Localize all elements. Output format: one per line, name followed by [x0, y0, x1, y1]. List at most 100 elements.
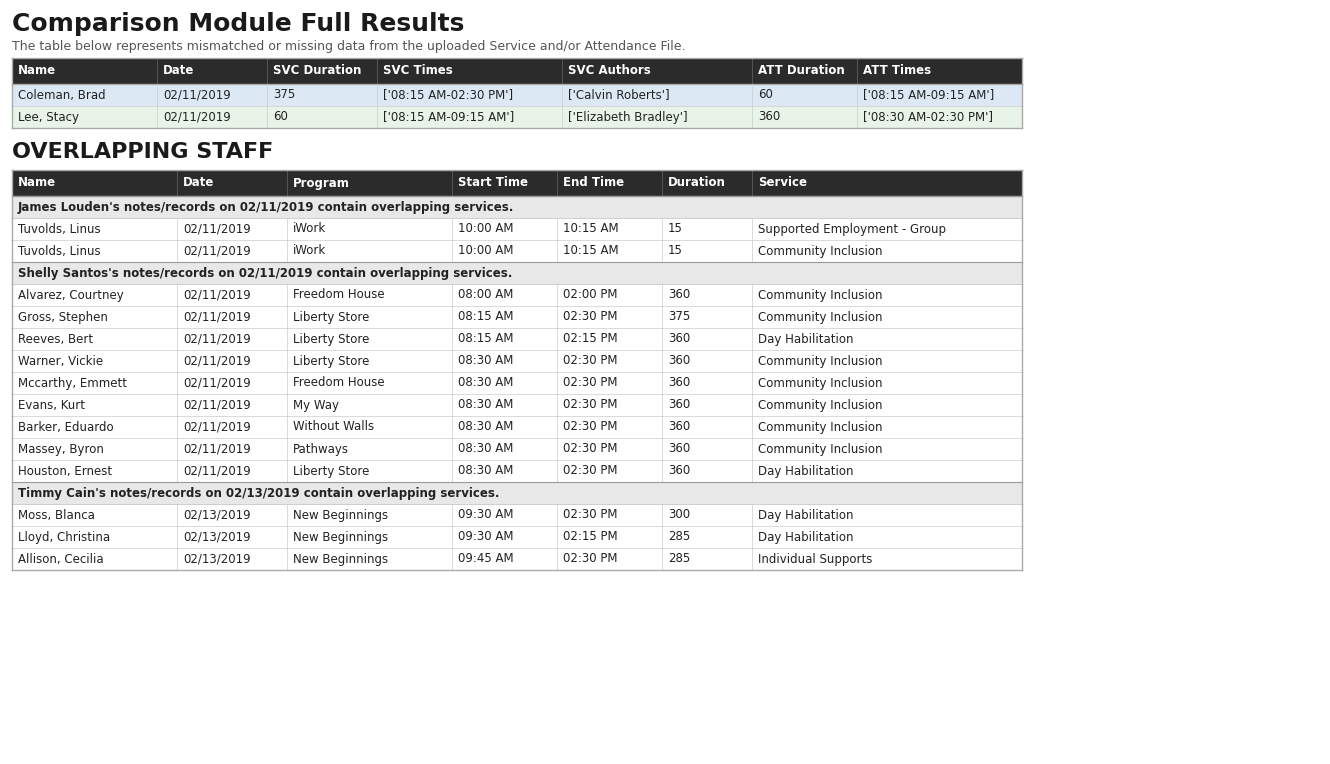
Bar: [12, 84, 1021, 106]
Text: Warner, Vickie: Warner, Vickie: [19, 354, 104, 367]
Text: Moss, Blanca: Moss, Blanca: [19, 509, 94, 522]
Text: New Beginnings: New Beginnings: [293, 509, 388, 522]
Bar: [12, 262, 1021, 284]
Text: ['Calvin Roberts']: ['Calvin Roberts']: [568, 89, 669, 102]
Text: 360: 360: [668, 442, 690, 455]
Text: 02/11/2019: 02/11/2019: [184, 222, 251, 235]
Text: 02/13/2019: 02/13/2019: [184, 552, 250, 565]
Text: Coleman, Brad: Coleman, Brad: [19, 89, 105, 102]
Bar: [12, 328, 1021, 350]
Text: SVC Times: SVC Times: [383, 64, 452, 77]
Text: 02:30 PM: 02:30 PM: [563, 399, 617, 412]
Text: ['08:30 AM-02:30 PM']: ['08:30 AM-02:30 PM']: [863, 111, 994, 124]
Text: Houston, Ernest: Houston, Ernest: [19, 465, 112, 478]
Text: Name: Name: [19, 176, 56, 189]
Bar: [12, 306, 1021, 328]
Text: 02:15 PM: 02:15 PM: [563, 530, 617, 543]
Text: Day Habilitation: Day Habilitation: [758, 509, 854, 522]
Text: 02/11/2019: 02/11/2019: [184, 377, 251, 390]
Text: Individual Supports: Individual Supports: [758, 552, 872, 565]
Text: 15: 15: [668, 244, 682, 257]
Text: 02/11/2019: 02/11/2019: [184, 289, 251, 302]
Bar: [12, 416, 1021, 438]
Text: Pathways: Pathways: [293, 442, 348, 455]
Text: Massey, Byron: Massey, Byron: [19, 442, 104, 455]
Text: New Beginnings: New Beginnings: [293, 552, 388, 565]
Text: 02:30 PM: 02:30 PM: [563, 442, 617, 455]
Text: Supported Employment - Group: Supported Employment - Group: [758, 222, 946, 235]
Text: Tuvolds, Linus: Tuvolds, Linus: [19, 222, 101, 235]
Text: 285: 285: [668, 552, 690, 565]
Bar: [12, 106, 1021, 128]
Text: 02:30 PM: 02:30 PM: [563, 354, 617, 367]
Text: Evans, Kurt: Evans, Kurt: [19, 399, 85, 412]
Text: 08:15 AM: 08:15 AM: [458, 332, 513, 345]
Text: 02:30 PM: 02:30 PM: [563, 420, 617, 433]
Text: 02:15 PM: 02:15 PM: [563, 332, 617, 345]
Text: OVERLAPPING STAFF: OVERLAPPING STAFF: [12, 142, 273, 162]
Text: Shelly Santos's notes/records on 02/11/2019 contain overlapping services.: Shelly Santos's notes/records on 02/11/2…: [19, 267, 512, 280]
Text: 02:30 PM: 02:30 PM: [563, 552, 617, 565]
Text: 02/11/2019: 02/11/2019: [184, 442, 251, 455]
Text: Gross, Stephen: Gross, Stephen: [19, 310, 108, 323]
Text: 10:15 AM: 10:15 AM: [563, 244, 618, 257]
Text: New Beginnings: New Beginnings: [293, 530, 388, 543]
Text: Tuvolds, Linus: Tuvolds, Linus: [19, 244, 101, 257]
Text: Lloyd, Christina: Lloyd, Christina: [19, 530, 110, 543]
Text: Liberty Store: Liberty Store: [293, 310, 370, 323]
Text: 08:30 AM: 08:30 AM: [458, 442, 513, 455]
Text: Liberty Store: Liberty Store: [293, 332, 370, 345]
Text: 08:30 AM: 08:30 AM: [458, 420, 513, 433]
Text: 02/11/2019: 02/11/2019: [184, 332, 251, 345]
Text: Liberty Store: Liberty Store: [293, 354, 370, 367]
Text: Day Habilitation: Day Habilitation: [758, 332, 854, 345]
Text: 10:00 AM: 10:00 AM: [458, 222, 513, 235]
Text: Date: Date: [164, 64, 194, 77]
Bar: [12, 548, 1021, 570]
Text: Lee, Stacy: Lee, Stacy: [19, 111, 78, 124]
Text: 02/11/2019: 02/11/2019: [164, 89, 230, 102]
Text: ['08:15 AM-02:30 PM']: ['08:15 AM-02:30 PM']: [383, 89, 513, 102]
Text: SVC Duration: SVC Duration: [273, 64, 362, 77]
Text: 360: 360: [668, 399, 690, 412]
Bar: [12, 460, 1021, 482]
Bar: [12, 482, 1021, 504]
Text: Community Inclusion: Community Inclusion: [758, 377, 883, 390]
Text: 02:30 PM: 02:30 PM: [563, 310, 617, 323]
Text: Community Inclusion: Community Inclusion: [758, 289, 883, 302]
Text: SVC Authors: SVC Authors: [568, 64, 650, 77]
Text: ['08:15 AM-09:15 AM']: ['08:15 AM-09:15 AM']: [383, 111, 515, 124]
Text: 08:30 AM: 08:30 AM: [458, 377, 513, 390]
Text: 02:30 PM: 02:30 PM: [563, 465, 617, 478]
Text: 60: 60: [758, 89, 773, 102]
Bar: [12, 170, 1021, 196]
Text: Day Habilitation: Day Habilitation: [758, 465, 854, 478]
Text: 02/13/2019: 02/13/2019: [184, 509, 250, 522]
Text: Timmy Cain's notes/records on 02/13/2019 contain overlapping services.: Timmy Cain's notes/records on 02/13/2019…: [19, 487, 500, 500]
Text: 360: 360: [668, 332, 690, 345]
Text: 02/11/2019: 02/11/2019: [184, 420, 251, 433]
Bar: [12, 58, 1021, 84]
Text: The table below represents mismatched or missing data from the uploaded Service : The table below represents mismatched or…: [12, 40, 685, 53]
Bar: [12, 438, 1021, 460]
Text: 08:15 AM: 08:15 AM: [458, 310, 513, 323]
Text: 02/11/2019: 02/11/2019: [164, 111, 230, 124]
Text: 02:30 PM: 02:30 PM: [563, 377, 617, 390]
Text: James Louden's notes/records on 02/11/2019 contain overlapping services.: James Louden's notes/records on 02/11/20…: [19, 200, 515, 213]
Text: 02/11/2019: 02/11/2019: [184, 465, 251, 478]
Text: Program: Program: [293, 176, 350, 189]
Text: Name: Name: [19, 64, 56, 77]
Text: 02:30 PM: 02:30 PM: [563, 509, 617, 522]
Text: 09:45 AM: 09:45 AM: [458, 552, 513, 565]
Bar: [12, 350, 1021, 372]
Text: 08:30 AM: 08:30 AM: [458, 465, 513, 478]
Text: Day Habilitation: Day Habilitation: [758, 530, 854, 543]
Bar: [12, 394, 1021, 416]
Text: 360: 360: [668, 420, 690, 433]
Text: 360: 360: [668, 377, 690, 390]
Text: 360: 360: [668, 354, 690, 367]
Text: Community Inclusion: Community Inclusion: [758, 310, 883, 323]
Text: Community Inclusion: Community Inclusion: [758, 399, 883, 412]
Text: 08:00 AM: 08:00 AM: [458, 289, 513, 302]
Text: 09:30 AM: 09:30 AM: [458, 530, 513, 543]
